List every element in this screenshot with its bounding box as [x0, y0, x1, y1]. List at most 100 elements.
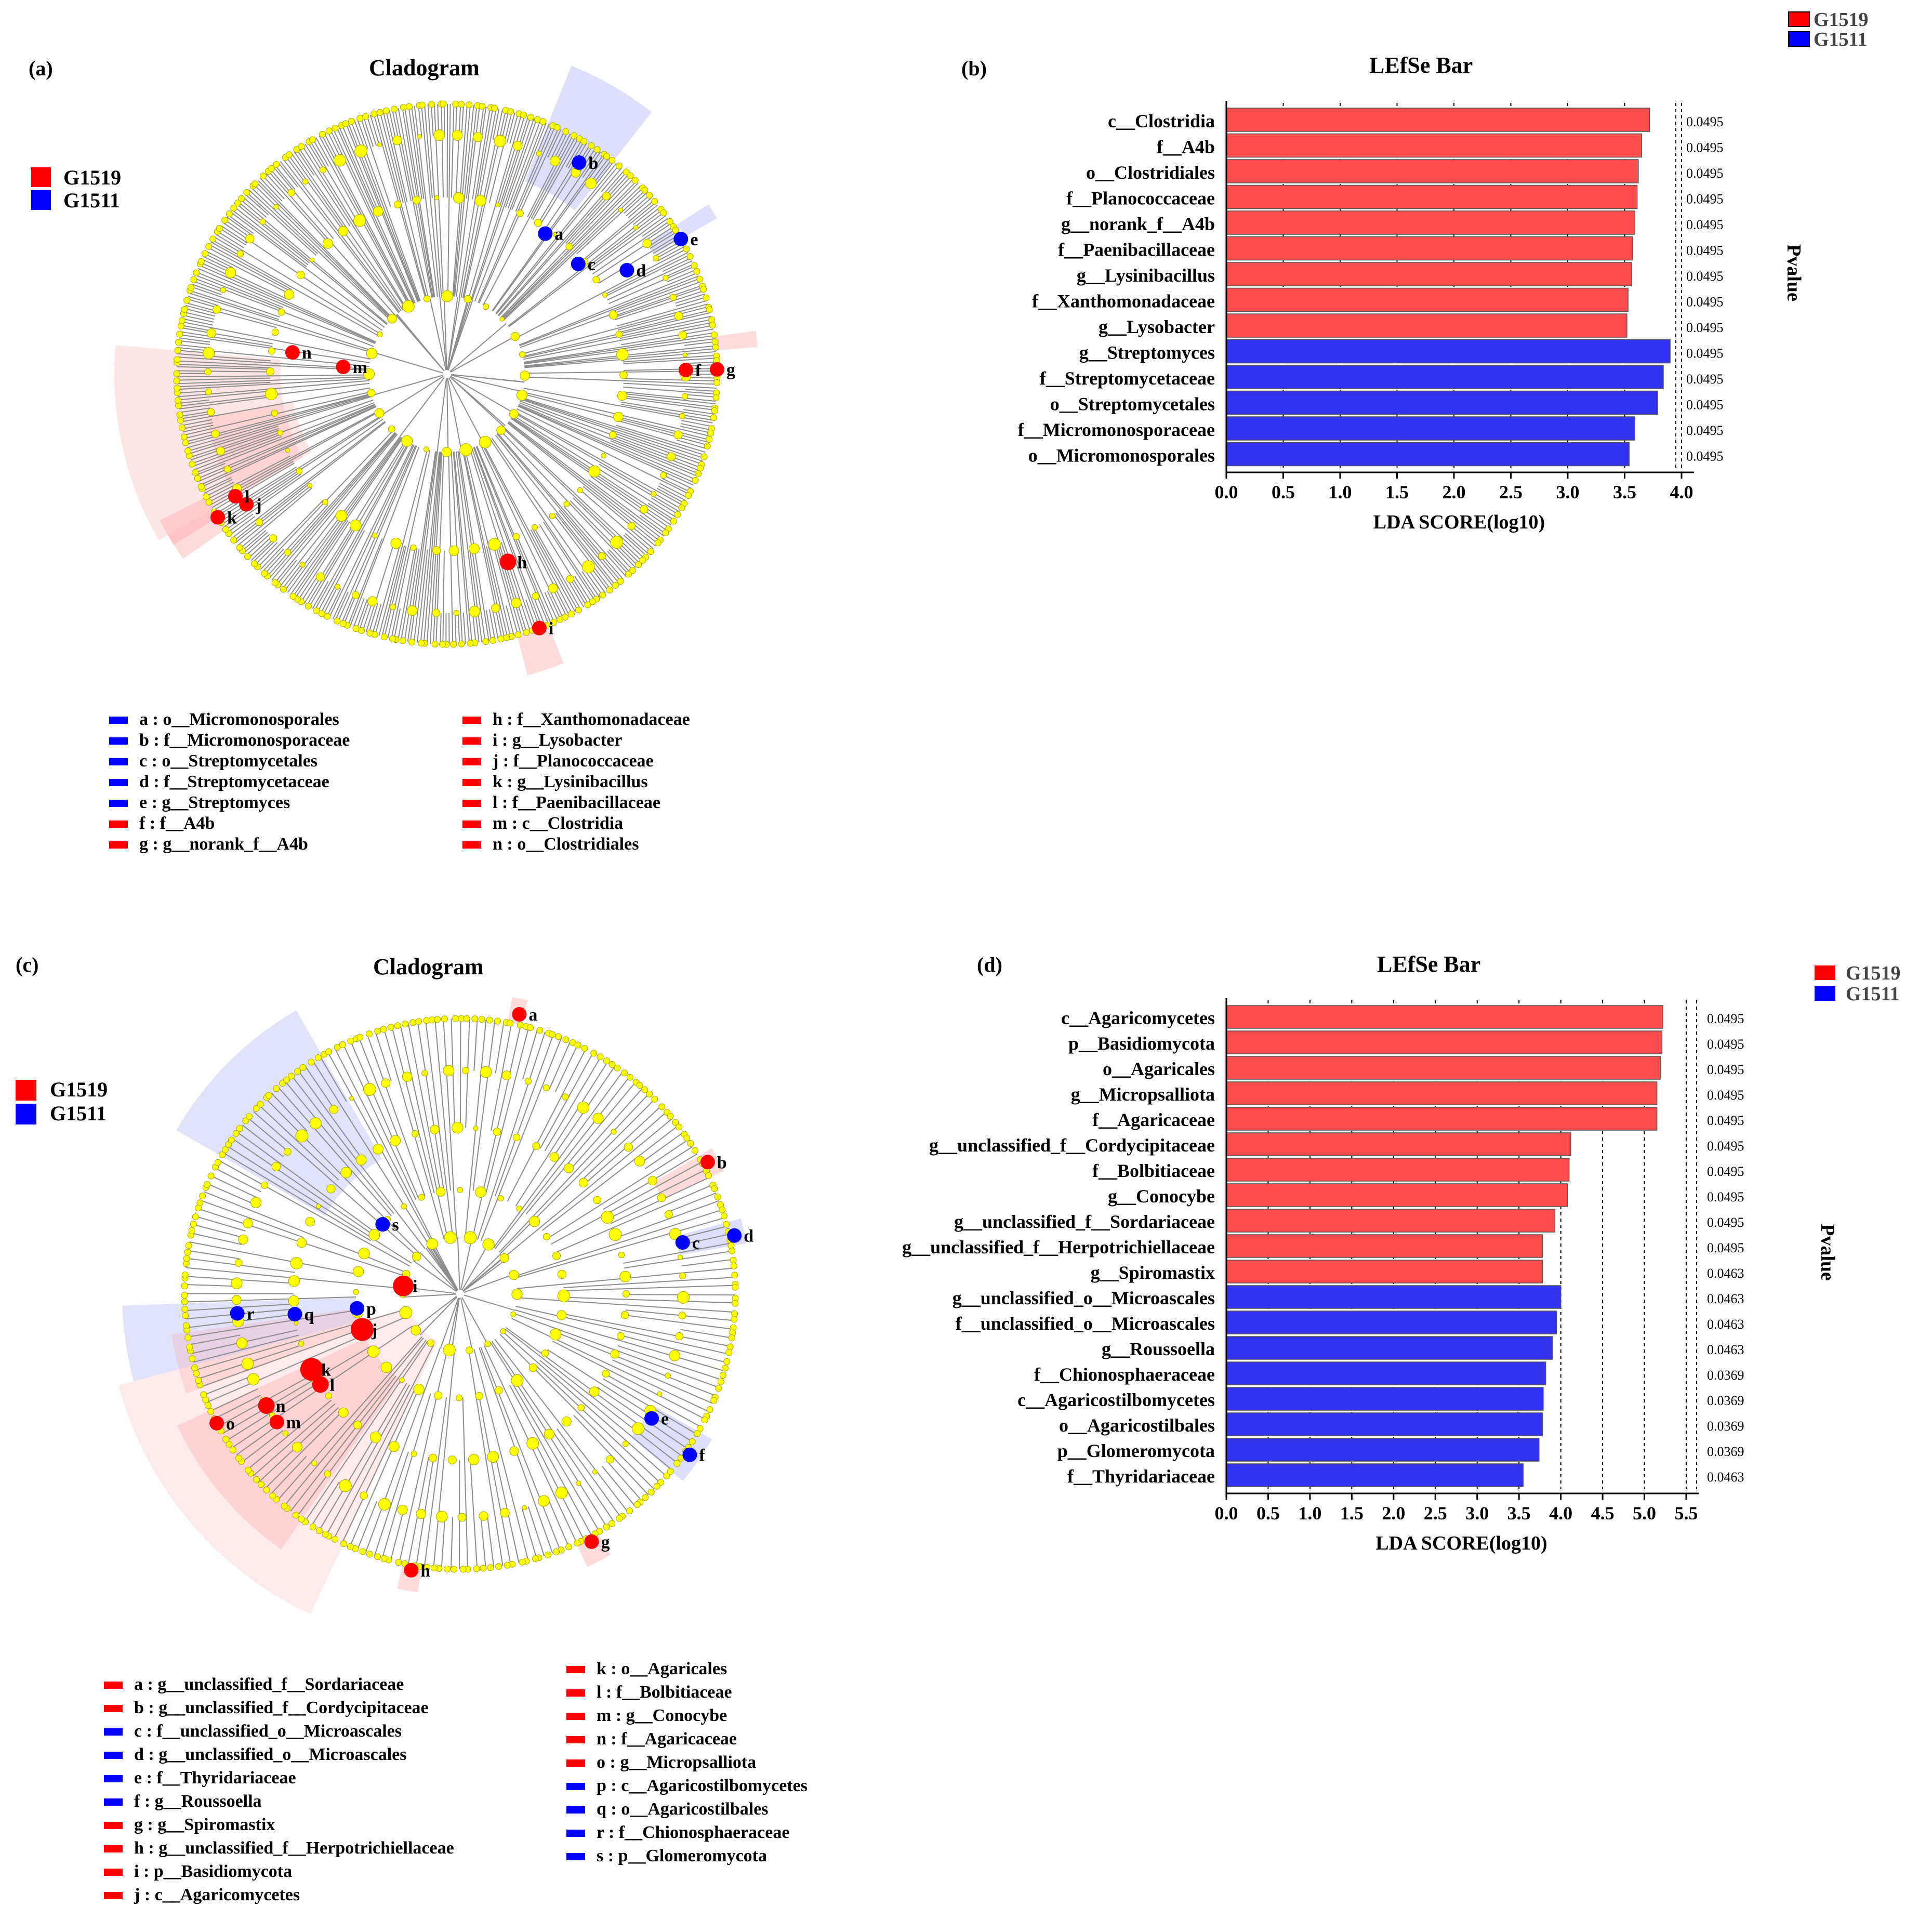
branch [248, 189, 318, 255]
branch [271, 1092, 308, 1132]
key-swatch-c [104, 1682, 123, 1689]
node [221, 1146, 229, 1154]
branch [442, 550, 445, 644]
branch [178, 344, 209, 349]
branch [470, 1460, 478, 1569]
node [512, 1133, 521, 1142]
node [651, 1095, 658, 1103]
branch [192, 434, 281, 467]
node [176, 411, 183, 418]
branch [293, 438, 403, 597]
legend-swatch-a-G1511 [31, 190, 51, 210]
node [706, 1406, 713, 1413]
node [542, 1233, 550, 1240]
key-text-c: c : f__unclassified_o__Microascales [134, 1722, 402, 1741]
branch [296, 149, 315, 176]
branch [207, 455, 291, 500]
branch [433, 1243, 459, 1291]
node [627, 172, 634, 179]
branch [623, 378, 717, 382]
branch [430, 1245, 458, 1291]
node [527, 114, 534, 121]
branch [424, 104, 433, 198]
branch [619, 319, 712, 339]
branch [193, 281, 223, 293]
node [616, 348, 629, 361]
branch [413, 1260, 457, 1292]
branch [408, 107, 422, 200]
chart-title-b: LEfSe Bar [1369, 52, 1473, 78]
clade-marker-label-e: e [661, 1410, 669, 1429]
node [692, 477, 699, 484]
node [380, 1361, 392, 1373]
branch [434, 1020, 451, 1190]
branch [640, 1132, 684, 1163]
node [307, 483, 313, 488]
branch [626, 195, 650, 217]
key-swatch-a [109, 758, 128, 765]
node [432, 546, 441, 555]
pvalue-label: 0.0495 [1707, 1113, 1744, 1128]
node [447, 1455, 457, 1465]
branch [180, 327, 273, 345]
branch [489, 439, 598, 600]
node [173, 370, 180, 377]
branch [613, 432, 702, 465]
node [192, 1213, 199, 1221]
node [236, 250, 244, 258]
branch [521, 396, 705, 456]
node [296, 1237, 307, 1248]
node [687, 1140, 694, 1147]
node [672, 1119, 679, 1126]
pvalue-label: 0.0463 [1707, 1470, 1744, 1485]
node [452, 1121, 464, 1134]
branch [207, 1183, 256, 1205]
bar-label: f__Streptomycetaceae [1040, 368, 1215, 389]
node [577, 1404, 585, 1411]
branch [333, 1344, 434, 1539]
branch [447, 299, 470, 370]
branch [242, 1124, 284, 1158]
branch [623, 358, 717, 364]
pvalue-label: 0.0495 [1686, 449, 1724, 464]
node [646, 1090, 653, 1097]
clade-highlight-blue [176, 1010, 382, 1216]
clade-marker-label-m: m [352, 358, 367, 377]
clade-marker-label-g: g [601, 1533, 610, 1552]
branch [554, 1044, 578, 1092]
branch [297, 1340, 427, 1517]
node [356, 115, 364, 122]
bar-f__unclassified_o__Microascales [1226, 1311, 1557, 1334]
node [714, 1194, 721, 1201]
node [335, 510, 348, 522]
key-swatch-a [109, 737, 128, 745]
node [615, 330, 623, 338]
branch [449, 323, 507, 372]
node [197, 258, 205, 265]
node [619, 370, 628, 379]
node [636, 1082, 643, 1089]
key-text-a: g : g__norank_f__A4b [139, 835, 308, 854]
key-swatch-c [104, 1845, 123, 1852]
branch [389, 110, 396, 141]
bar-label: g__unclassified_f__Cordycipitaceae [929, 1135, 1215, 1156]
branch [684, 341, 716, 346]
node [342, 120, 349, 127]
node [549, 1328, 562, 1341]
branch [179, 334, 370, 364]
branch [507, 1049, 587, 1202]
node [461, 1067, 469, 1075]
branch [256, 182, 393, 320]
pvalue-label: 0.0495 [1686, 346, 1724, 361]
node [435, 1187, 446, 1197]
node [593, 1196, 601, 1205]
node [190, 276, 197, 283]
node [181, 1298, 188, 1305]
branch [515, 125, 553, 212]
node [703, 294, 710, 301]
branch [502, 1331, 667, 1477]
key-text-c: o : g__Micropsalliota [597, 1753, 756, 1772]
branch [177, 390, 209, 394]
branch [580, 489, 652, 552]
branch [200, 1328, 363, 1388]
